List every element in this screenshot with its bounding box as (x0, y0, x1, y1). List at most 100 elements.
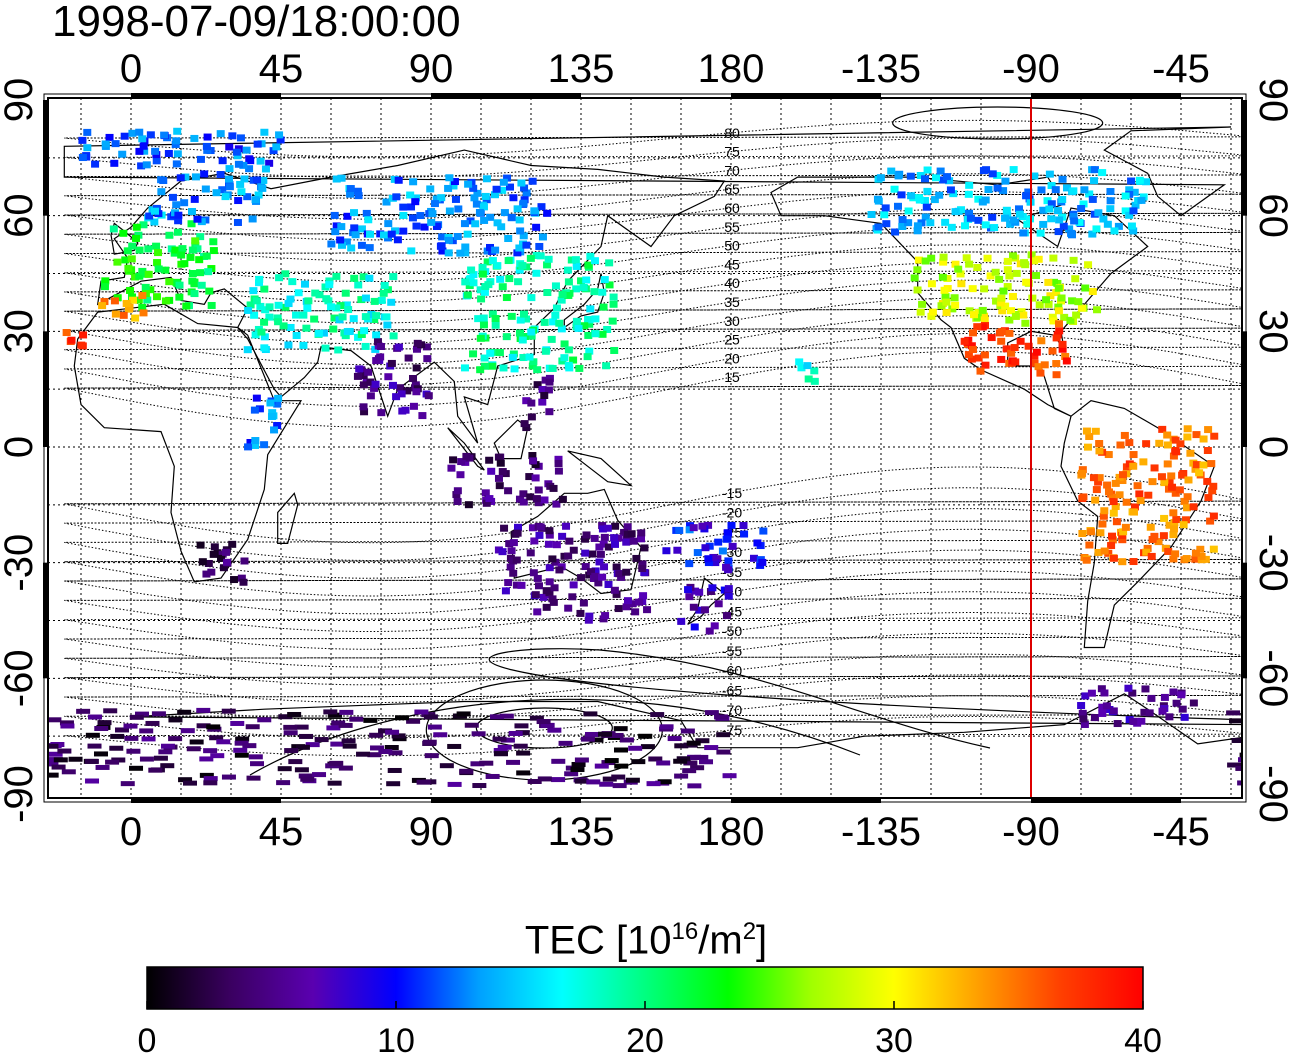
tec-cell (915, 196, 924, 204)
tec-cell (554, 455, 563, 463)
tec-cell (250, 406, 259, 414)
tec-cell (513, 205, 522, 213)
tec-cell (326, 725, 341, 731)
tec-cell (138, 292, 147, 300)
tec-cell (305, 742, 320, 748)
tec-cell (359, 403, 368, 411)
tec-cell (979, 167, 988, 175)
tec-cell (797, 364, 806, 372)
tec-cell (1008, 252, 1017, 260)
tec-cell (110, 733, 125, 739)
tec-cell (216, 130, 225, 138)
tec-cell (388, 381, 397, 389)
tec-cell (476, 334, 485, 342)
tec-cell (677, 617, 686, 625)
tec-cell (409, 402, 418, 410)
y-tick-label-right: -30 (1251, 534, 1292, 592)
tec-cell (567, 256, 576, 264)
tec-cell (542, 587, 551, 595)
tec-region-indonesia (447, 452, 567, 509)
tec-cell (548, 555, 557, 563)
graticule (48, 98, 1242, 798)
tec-cell (409, 178, 418, 186)
tec-cell (724, 557, 733, 565)
tec-cell (314, 737, 329, 743)
tec-cell (581, 563, 590, 571)
tec-cell (1024, 188, 1033, 196)
tec-cell (1170, 525, 1179, 533)
y-tick-label-right: 90 (1251, 78, 1292, 123)
tec-cell (103, 708, 118, 714)
tec-cell (535, 242, 544, 250)
tec-cell (1179, 521, 1188, 529)
tec-cell (706, 587, 715, 595)
tec-cell (881, 204, 890, 212)
tec-cell (1129, 508, 1138, 516)
tec-cell (1078, 466, 1087, 474)
tec-cell (549, 318, 558, 326)
tec-cell (118, 150, 127, 158)
tec-cell (520, 184, 529, 192)
tec-cell (1078, 709, 1087, 717)
tec-cell (1059, 222, 1068, 230)
tec-cell (675, 526, 684, 534)
tec-cell (1054, 228, 1063, 236)
tec-cell (1130, 188, 1139, 196)
tec-cell (487, 467, 496, 475)
tec-cell (683, 760, 698, 766)
tec-cell (278, 714, 293, 720)
tec-cell (132, 234, 141, 242)
tec-cell (1209, 545, 1218, 553)
tec-cell (225, 183, 234, 191)
tec-cell (583, 353, 592, 361)
tec-cell (319, 329, 328, 337)
tec-cell (1057, 294, 1066, 302)
tec-cell (600, 533, 609, 541)
tec-cell (1036, 229, 1045, 237)
tec-cell (577, 277, 586, 285)
tec-cell (1048, 313, 1057, 321)
tec-cell (586, 305, 595, 313)
tec-cell (150, 207, 159, 215)
tec-cell (403, 387, 412, 395)
tec-cell (536, 252, 545, 260)
tec-region-pacific-south (662, 521, 768, 574)
tec-cell (968, 346, 977, 354)
tec-cell (338, 765, 353, 771)
tec-cell (1002, 206, 1011, 214)
tec-cell (804, 375, 813, 383)
tec-cell (454, 205, 463, 213)
tec-cell (973, 323, 982, 331)
tec-cell (603, 524, 612, 532)
tec-cell (485, 495, 494, 503)
contour-label: 30 (724, 313, 740, 329)
tec-cell (941, 293, 950, 301)
contour-line (64, 155, 1242, 199)
tec-cell (1051, 186, 1060, 194)
tec-cell (338, 313, 347, 321)
colorbar-title-unit: /m (698, 918, 743, 963)
tec-cell (176, 174, 185, 182)
tec-cell (613, 726, 628, 732)
tec-cell (542, 603, 551, 611)
tec-cell (552, 500, 561, 508)
tec-cell (97, 720, 112, 726)
tec-cell (1121, 207, 1130, 215)
tec-cell (509, 539, 518, 547)
tec-cell (364, 216, 373, 224)
tec-cell (951, 301, 960, 309)
tec-cell (532, 495, 541, 503)
tec-cell (629, 537, 638, 545)
tec-cell (366, 392, 375, 400)
tec-cell (527, 413, 536, 421)
tec-cell (1169, 452, 1178, 460)
tec-cell (461, 458, 470, 466)
tec-cell (1137, 196, 1146, 204)
tec-cell (598, 573, 607, 581)
tec-cell (1137, 717, 1146, 725)
tec-cell (265, 303, 274, 311)
tec-cell (1106, 205, 1115, 213)
tec-cell (481, 283, 490, 291)
tec-cell (272, 143, 281, 151)
tec-cell (157, 188, 166, 196)
